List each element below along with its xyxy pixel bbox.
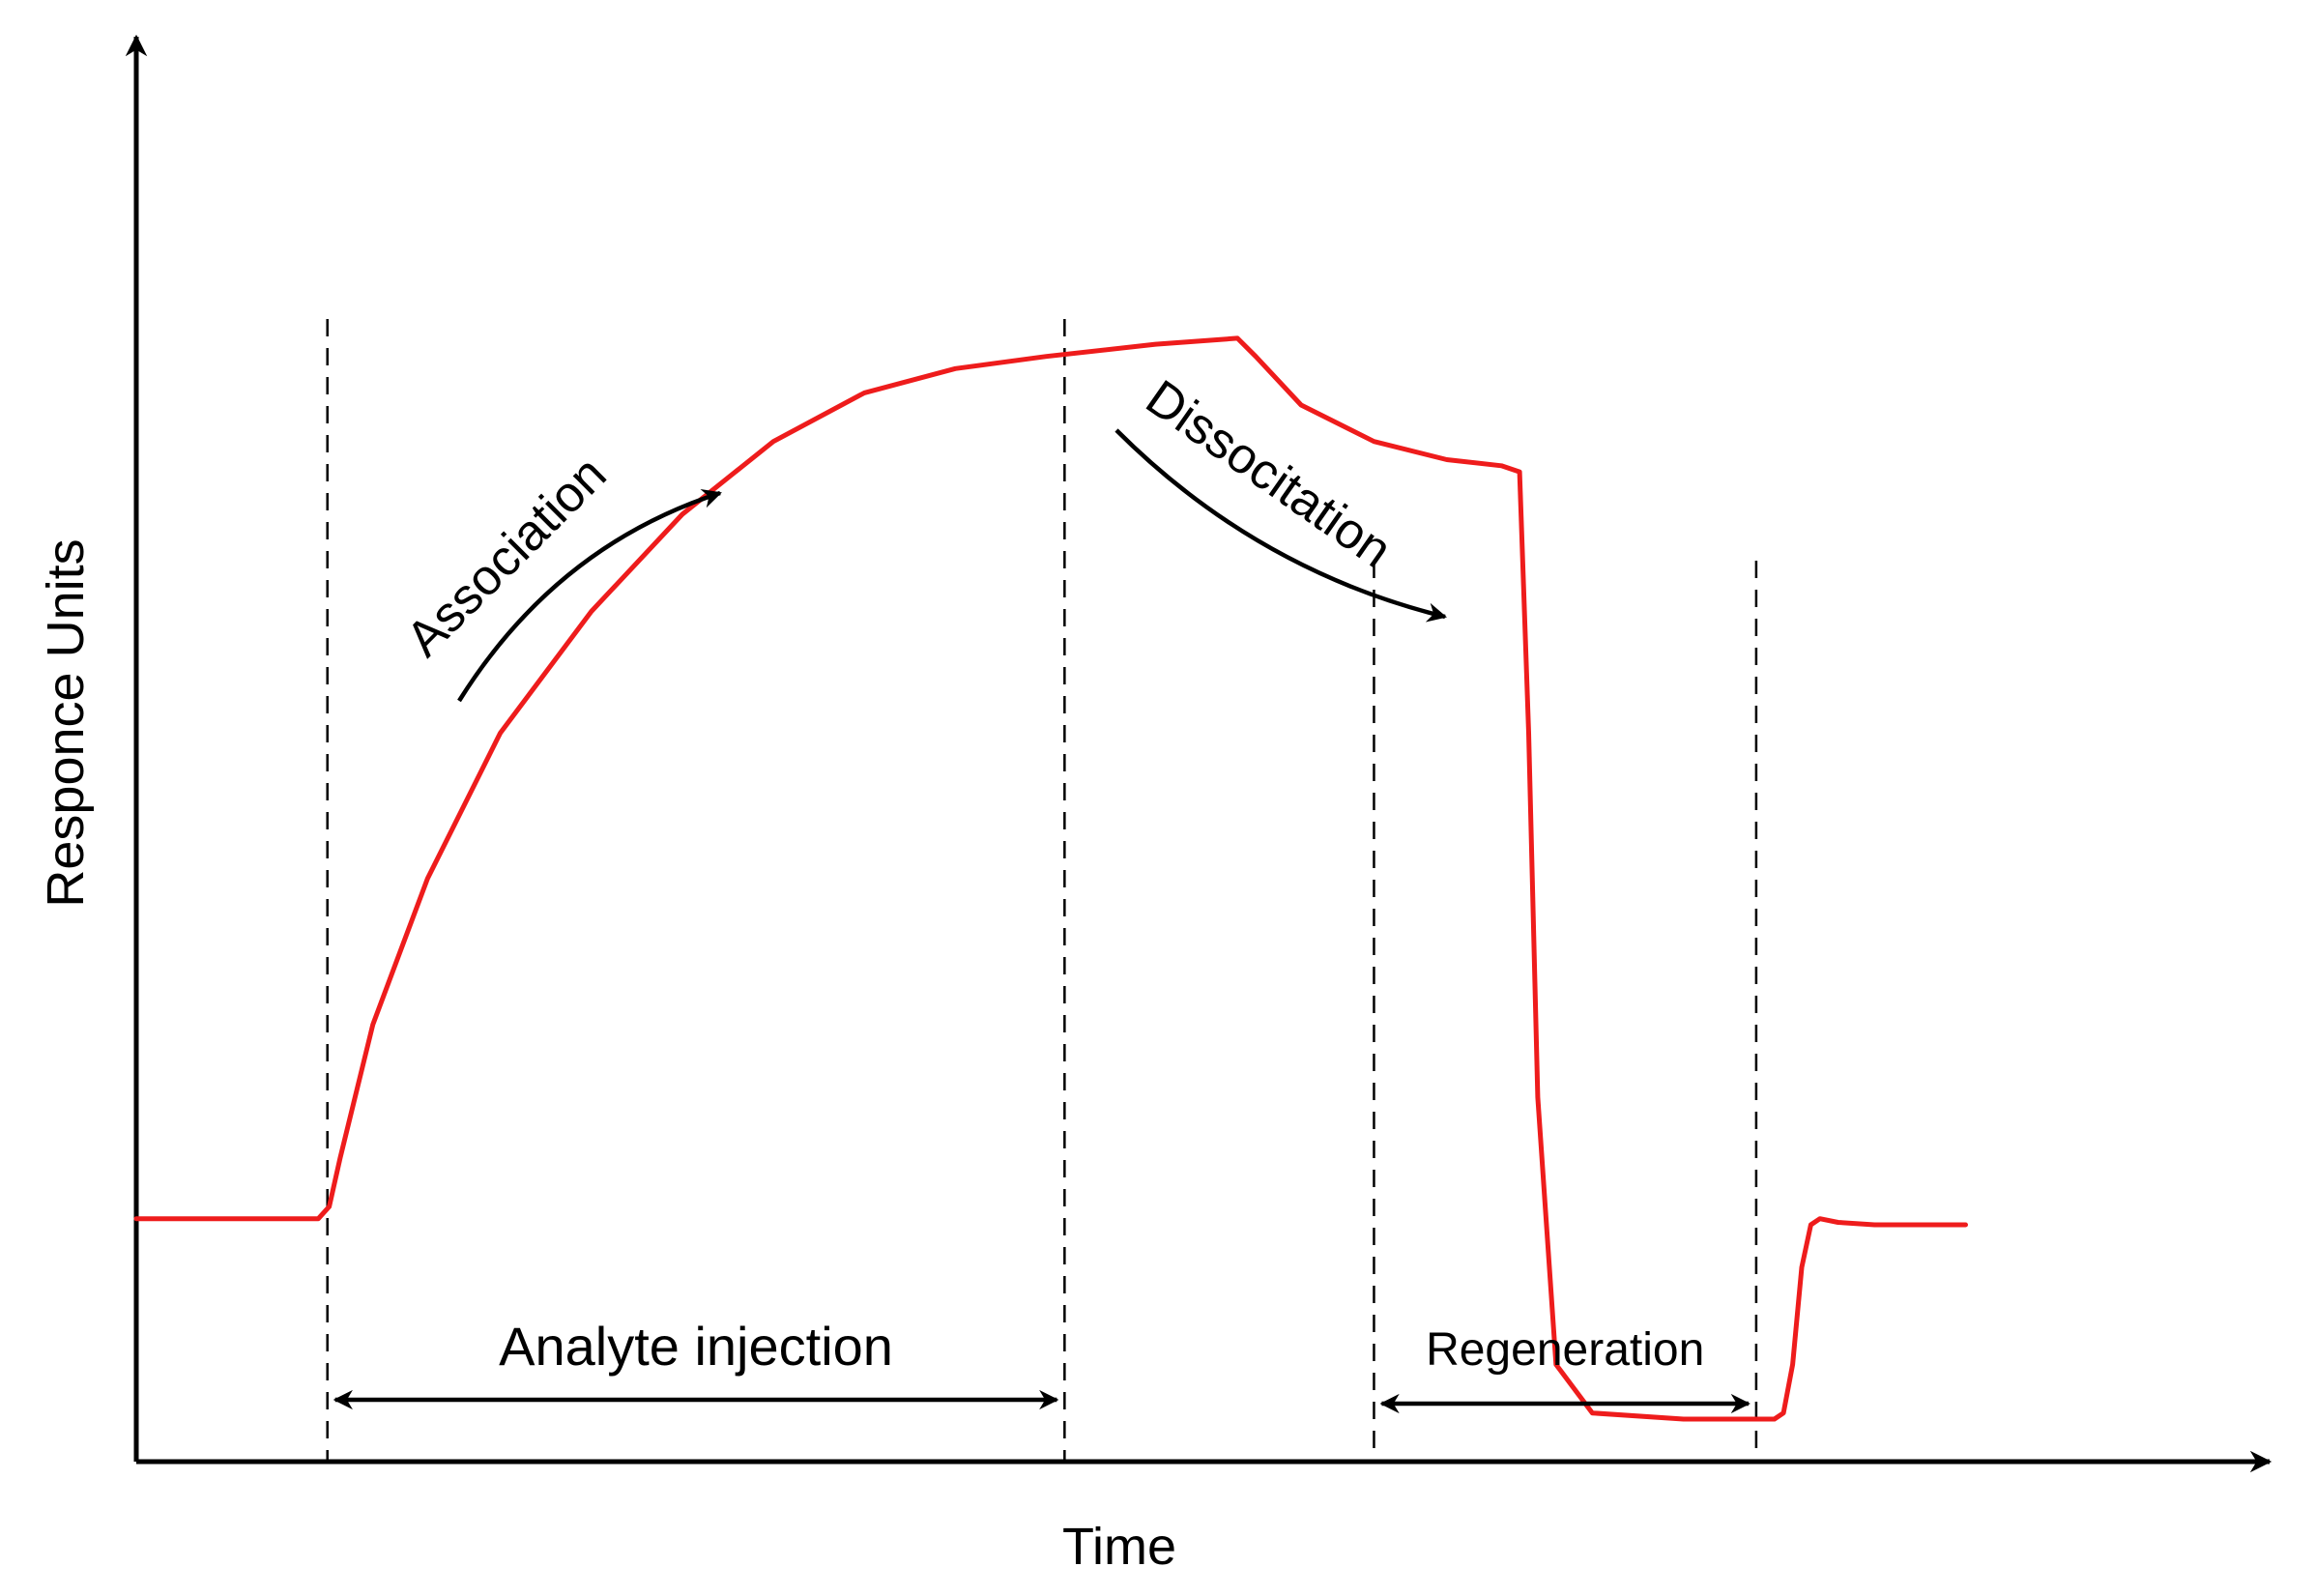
series-line-0 xyxy=(133,335,1968,1422)
association-arrow xyxy=(457,488,722,703)
analyte-injection-label: Analyte injection xyxy=(499,1316,893,1377)
curve-annotations: Association Dissocitation xyxy=(395,369,1447,703)
axes xyxy=(125,34,2272,1473)
series-group xyxy=(133,335,1968,1422)
phase-spans: Analyte injection Regeneration xyxy=(333,1316,1751,1414)
phase-boundaries xyxy=(326,319,1758,1462)
y-axis-title: Responce Units xyxy=(37,538,95,907)
x-axis-title: Time xyxy=(1062,1518,1176,1576)
regeneration-label: Regeneration xyxy=(1426,1324,1704,1376)
dissociation-arrow xyxy=(1114,428,1447,623)
